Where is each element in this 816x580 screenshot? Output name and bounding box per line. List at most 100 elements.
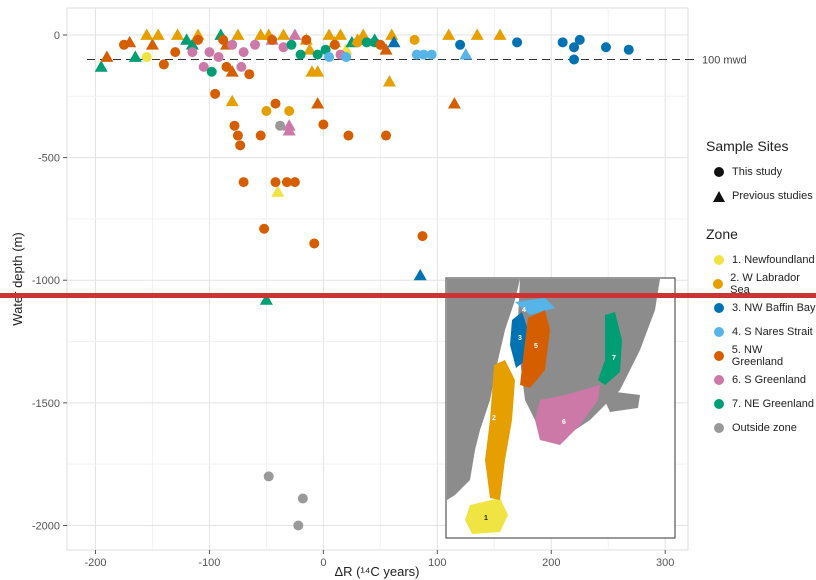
point-this-study: [352, 37, 363, 48]
point-this-study: [318, 119, 329, 130]
point-previous-study: [140, 28, 154, 40]
legend-site-previous: Previous studies: [706, 184, 813, 208]
point-this-study: [569, 42, 580, 53]
point-this-study: [238, 47, 249, 58]
point-this-study: [255, 130, 266, 141]
x-axis-ticks: -200 -100 0 100 200 300: [84, 550, 674, 569]
point-this-study: [455, 39, 466, 50]
point-this-study: [574, 34, 585, 45]
point-previous-study: [379, 43, 393, 55]
point-this-study: [569, 54, 580, 65]
point-this-study: [270, 98, 281, 109]
land-iceland: [600, 390, 640, 412]
point-previous-study: [225, 94, 239, 107]
point-this-study: [417, 231, 428, 242]
point-this-study: [301, 34, 312, 45]
point-this-study: [557, 37, 568, 48]
zone-swatch-icon: [714, 375, 724, 385]
point-this-study: [229, 120, 240, 131]
legend-zone-label: Outside zone: [732, 422, 797, 434]
y-axis-label: Water depth (m): [10, 232, 25, 325]
y-tick-label: -500: [38, 153, 60, 165]
point-previous-study: [333, 28, 347, 40]
legend: Sample Sites This study Previous studies: [706, 138, 813, 208]
point-previous-study: [322, 28, 336, 40]
point-this-study: [295, 49, 306, 60]
legend-zone-label: 6. S Greenland: [732, 374, 806, 386]
point-this-study: [418, 49, 429, 60]
zone-5-area: [520, 310, 550, 388]
point-this-study: [275, 120, 286, 131]
point-previous-study: [447, 97, 461, 109]
point-previous-study: [276, 28, 290, 40]
point-previous-study: [311, 97, 325, 109]
point-this-study: [286, 39, 297, 50]
legend-site-this-study: This study: [706, 160, 813, 184]
point-this-study: [512, 37, 523, 48]
legend-zone-item: 4. S Nares Strait: [706, 320, 816, 344]
point-previous-study: [493, 28, 507, 40]
point-this-study: [600, 42, 611, 53]
point-previous-study: [288, 28, 302, 40]
highlight-line: [0, 293, 816, 298]
legend-zone-label: 3. NW Baffin Bay: [732, 302, 816, 314]
zone-3-area: [510, 312, 528, 368]
point-previous-study: [180, 33, 194, 45]
zone-swatch-icon: [714, 255, 724, 265]
legend-zone-item: 1. Newfoundland: [706, 248, 816, 272]
inset-region-label: 6: [562, 419, 566, 426]
point-this-study: [375, 39, 386, 50]
point-this-study: [259, 223, 270, 234]
point-previous-study: [231, 28, 245, 40]
x-tick-label: 200: [542, 557, 560, 569]
legend-zone-item: 5. NW Greenland: [706, 344, 816, 368]
x-tick-label: -200: [84, 557, 106, 569]
point-this-study: [193, 34, 204, 45]
point-previous-study: [259, 293, 273, 305]
point-this-study: [238, 177, 249, 188]
inset-region-label: 1: [484, 515, 488, 522]
point-previous-study: [225, 65, 239, 77]
point-this-study: [235, 140, 246, 151]
zone-swatch-icon: [714, 423, 724, 433]
legend-zone-label: 4. S Nares Strait: [732, 326, 813, 338]
point-this-study: [204, 47, 215, 58]
point-this-study: [263, 471, 274, 482]
point-this-study: [309, 238, 320, 249]
land-coast: [447, 410, 475, 500]
point-this-study: [324, 52, 335, 63]
x-tick-label: 0: [320, 557, 326, 569]
inset-region-label: 3: [518, 335, 522, 342]
point-this-study: [426, 49, 437, 60]
point-this-study: [329, 39, 340, 50]
point-this-study: [270, 177, 281, 188]
point-this-study: [210, 88, 221, 99]
point-previous-study: [303, 43, 317, 55]
point-this-study: [198, 61, 209, 72]
reference-line: 100 mwd: [87, 55, 747, 67]
triangle-icon: [713, 190, 725, 202]
legend-zone-label: 7. NE Greenland: [732, 398, 814, 410]
zone-6-area: [535, 385, 600, 445]
point-this-study: [381, 130, 392, 141]
point-this-study: [293, 520, 304, 531]
point-previous-study: [385, 28, 399, 40]
zone-swatch-icon: [714, 399, 724, 409]
point-previous-study: [356, 28, 370, 40]
zone-2-area: [485, 360, 515, 500]
point-previous-study: [442, 28, 456, 40]
y-tick-label: 0: [54, 30, 60, 42]
point-this-study: [343, 130, 354, 141]
point-this-study: [170, 47, 181, 58]
point-previous-study: [128, 50, 142, 62]
y-tick-label: -2000: [32, 520, 60, 532]
zone-swatch-icon: [714, 303, 724, 313]
point-this-study: [118, 39, 129, 50]
zone-7-area: [598, 312, 622, 385]
legend-zone-label: 5. NW Greenland: [731, 344, 784, 368]
point-this-study: [187, 47, 198, 58]
point-previous-study: [382, 75, 396, 87]
point-this-study: [341, 52, 352, 63]
point-this-study: [221, 61, 232, 72]
inset-region-label: 5: [534, 343, 538, 350]
